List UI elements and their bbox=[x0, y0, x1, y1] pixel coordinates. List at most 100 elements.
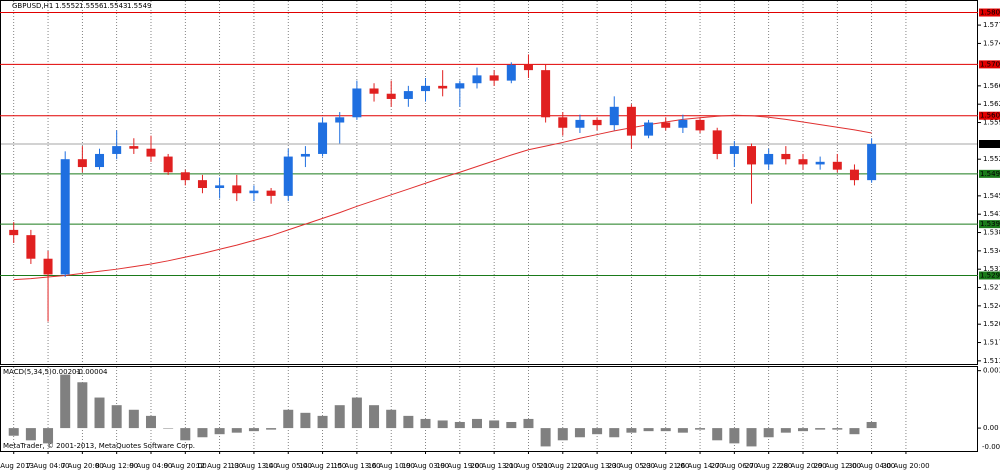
level-label: 1.5549 bbox=[980, 140, 1000, 148]
candle-body bbox=[438, 85, 448, 89]
macd-bar bbox=[574, 428, 585, 438]
candle-body bbox=[678, 119, 688, 128]
candle-body bbox=[712, 130, 722, 154]
candle-body bbox=[197, 180, 207, 188]
y-tick-label: 1.5240 bbox=[983, 302, 1000, 310]
macd-bar bbox=[746, 428, 757, 447]
macd-bar bbox=[334, 405, 345, 429]
x-tick-label: 21 Aug 05:00 bbox=[505, 462, 552, 470]
macd-bar bbox=[300, 412, 311, 429]
macd-bar bbox=[643, 428, 654, 432]
level-label-box bbox=[979, 271, 1000, 280]
y-tick-label: 1.5450 bbox=[983, 192, 1000, 200]
candle-body bbox=[352, 88, 362, 118]
y-tick-label: 1.5520 bbox=[983, 155, 1000, 163]
macd-bar bbox=[60, 374, 71, 429]
candle-body bbox=[609, 106, 619, 126]
macd-bar bbox=[248, 428, 259, 432]
level-label-box bbox=[979, 111, 1000, 120]
macd-bar bbox=[351, 397, 362, 429]
macd-bar bbox=[471, 418, 482, 429]
macd-reading: -0.00004 bbox=[76, 368, 108, 376]
candle-body bbox=[215, 185, 225, 188]
x-tick-label: 23 Aug 05:00 bbox=[608, 462, 655, 470]
candle-body bbox=[455, 83, 465, 89]
ohlc-low: 1.5543 bbox=[103, 2, 128, 10]
x-tick-label: 7 Aug 04:00 bbox=[27, 462, 70, 470]
candle-body bbox=[575, 119, 585, 128]
macd-bar bbox=[849, 428, 860, 435]
macd-bar bbox=[283, 409, 294, 429]
macd-reading: 0.00201 bbox=[52, 368, 81, 376]
candle-body bbox=[781, 153, 791, 160]
macd-bar bbox=[214, 428, 225, 435]
candle-body bbox=[729, 146, 739, 154]
candle-body bbox=[644, 122, 654, 136]
level-label: 1.5492 bbox=[980, 170, 1000, 178]
y-tick-label: 1.5776 bbox=[983, 21, 1000, 29]
candle-body bbox=[867, 144, 877, 181]
candle-body bbox=[266, 190, 276, 196]
level-label-box bbox=[979, 8, 1000, 17]
macd-bar bbox=[437, 420, 448, 429]
macd-bar bbox=[231, 428, 242, 433]
macd-bar bbox=[403, 415, 414, 429]
x-tick-label: 9 Aug 20:00 bbox=[164, 462, 207, 470]
y-tick-label: 1.5135 bbox=[983, 357, 1000, 365]
candle-body bbox=[849, 169, 859, 181]
candle-body bbox=[9, 229, 19, 236]
macd-bar bbox=[369, 405, 380, 429]
candle-body bbox=[558, 117, 568, 128]
macd-bar bbox=[763, 428, 774, 438]
x-tick-label: 6 Aug 2013 bbox=[0, 462, 34, 470]
candle-body bbox=[523, 64, 533, 71]
macd-bar bbox=[420, 418, 431, 429]
level-label-box bbox=[979, 60, 1000, 69]
y-tick-label: 1.5660 bbox=[983, 82, 1000, 90]
candle-body bbox=[661, 122, 671, 128]
macd-bar bbox=[592, 428, 603, 435]
candle-body bbox=[369, 88, 379, 94]
macd-bar bbox=[866, 421, 877, 429]
candle-body bbox=[506, 64, 516, 81]
candle-body bbox=[180, 172, 190, 181]
candle-body bbox=[626, 106, 636, 136]
y-tick-label: 1.5345 bbox=[983, 247, 1000, 255]
level-label-box bbox=[979, 169, 1000, 178]
macd-bar bbox=[266, 428, 277, 430]
candle-body bbox=[249, 190, 259, 194]
level-label: 1.5298 bbox=[980, 271, 1000, 279]
x-tick-label: 21 Aug 21:00 bbox=[539, 462, 586, 470]
candle-body bbox=[815, 161, 825, 165]
macd-bar bbox=[506, 421, 517, 429]
macd-bar bbox=[489, 420, 500, 429]
candle-body bbox=[77, 159, 87, 168]
macd-bar bbox=[523, 418, 534, 429]
y-tick-label: 1.5415 bbox=[983, 210, 1000, 218]
macd-bar bbox=[677, 428, 688, 433]
main-panel-frame bbox=[0, 0, 978, 365]
macd-bar bbox=[197, 428, 208, 438]
candle-body bbox=[95, 153, 105, 168]
macd-panel-frame bbox=[0, 366, 978, 452]
candle-body bbox=[403, 91, 413, 99]
candle-body bbox=[832, 161, 842, 170]
macd-bar bbox=[145, 415, 156, 429]
x-tick-label: 20 Aug 13:00 bbox=[471, 462, 518, 470]
moving-average bbox=[13, 114, 872, 281]
macd-bar bbox=[94, 397, 105, 429]
y-tick-label: 1.5590 bbox=[983, 119, 1000, 127]
x-tick-label: 30 Aug 20:00 bbox=[882, 462, 929, 470]
ohlc-open: 1.5552 bbox=[55, 2, 80, 10]
candle-body bbox=[129, 146, 139, 149]
macd-bar bbox=[832, 428, 843, 430]
x-tick-label: 14 Aug 21:00 bbox=[299, 462, 346, 470]
x-tick-label: 27 Aug 06:00 bbox=[711, 462, 758, 470]
macd-bar bbox=[180, 428, 191, 441]
macd-bar bbox=[712, 428, 723, 441]
x-tick-label: 28 Aug 20:00 bbox=[779, 462, 826, 470]
candle-body bbox=[112, 146, 122, 154]
y-tick-label: 1.5741 bbox=[983, 39, 1000, 47]
x-tick-label: 22 Aug 13:00 bbox=[573, 462, 620, 470]
